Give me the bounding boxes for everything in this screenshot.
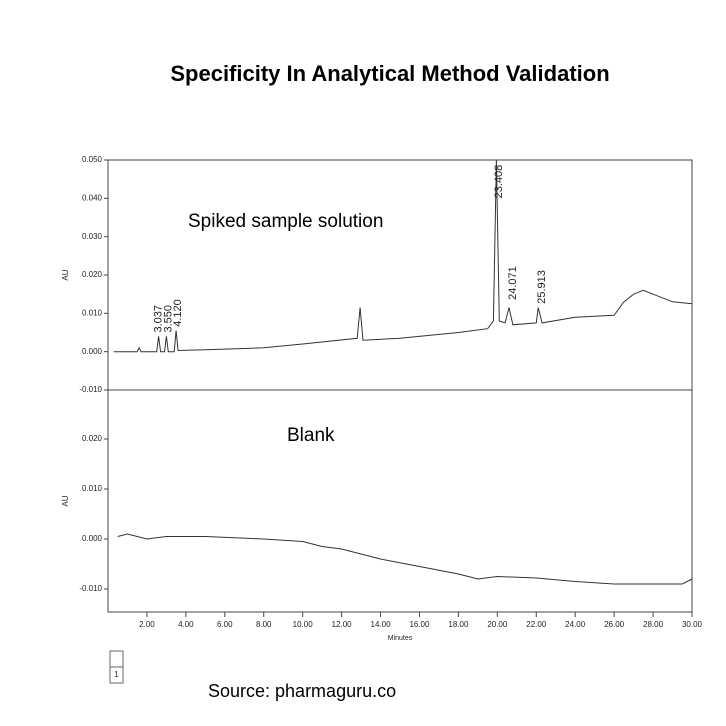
x-tick-label: 4.00 (178, 620, 194, 629)
y-tick-label: 0.030 (82, 232, 103, 241)
x-tick-label: 24.00 (565, 620, 586, 629)
peak-label: 3.037 (153, 305, 165, 333)
y-tick-label: 0.000 (82, 347, 103, 356)
trace (117, 533, 693, 585)
x-tick-label: 2.00 (139, 620, 155, 629)
y-tick-label: 0.020 (82, 270, 103, 279)
peak-label: 24.071 (507, 266, 519, 300)
y-tick-label: 0.000 (82, 534, 103, 543)
x-tick-label: 18.00 (448, 620, 469, 629)
x-tick-label: 22.00 (526, 620, 547, 629)
x-tick-label: 10.00 (293, 620, 314, 629)
slide-title: Specificity In Analytical Method Validat… (170, 61, 609, 86)
plot-frame (107, 159, 693, 391)
plot-frame (107, 389, 693, 613)
chart-annotation: Spiked sample solution (188, 211, 383, 232)
x-tick-label: 14.00 (371, 620, 392, 629)
y-tick-label: 0.040 (82, 193, 103, 202)
y-tick-label: 0.010 (82, 484, 103, 493)
y-tick-label: 0.010 (82, 308, 103, 317)
page-indicator: 1 (114, 670, 119, 679)
trace (113, 159, 693, 353)
peak-label: 25.913 (536, 270, 548, 304)
y-axis-label: AU (61, 495, 70, 506)
x-axis-label: Minutes (388, 635, 413, 642)
source: Source: pharmaguru.co (208, 681, 396, 701)
x-tick-label: 6.00 (217, 620, 233, 629)
y-axis-label: AU (61, 269, 70, 280)
x-tick-label: 8.00 (256, 620, 272, 629)
peak-label: 3.550 (162, 305, 174, 333)
y-tick-label: 0.020 (82, 434, 103, 443)
x-tick-label: 30.00 (682, 620, 703, 629)
peak-label: 4.120 (172, 299, 184, 327)
chart-annotation: Blank (287, 425, 335, 446)
y-tick-label: 0.050 (82, 155, 103, 164)
x-tick-label: 12.00 (332, 620, 353, 629)
x-tick-label: 26.00 (604, 620, 625, 629)
y-tick-label: -0.010 (79, 385, 102, 394)
x-tick-label: 16.00 (409, 620, 430, 629)
peak-label: 23.408 (493, 165, 505, 199)
y-tick-label: -0.010 (79, 584, 102, 593)
x-tick-label: 28.00 (643, 620, 664, 629)
x-tick-label: 20.00 (487, 620, 508, 629)
